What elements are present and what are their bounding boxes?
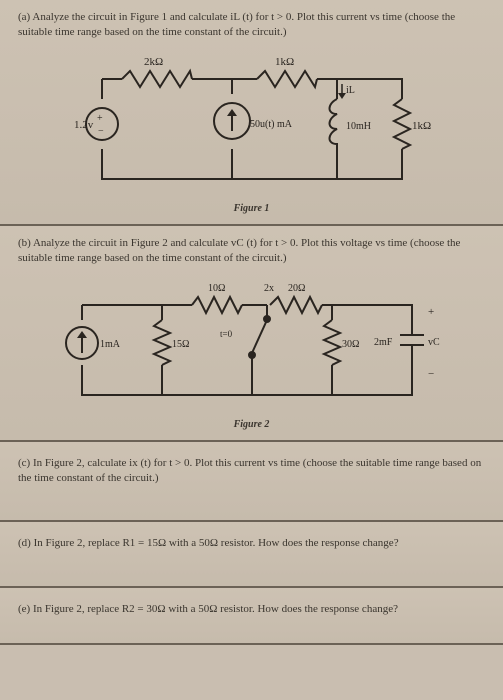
prompt-c-text: In Figure 2, calculate ix (t) for t > 0.… bbox=[18, 457, 481, 484]
prompt-a-text: Analyze the circuit in Figure 1 and calc… bbox=[18, 11, 455, 38]
fig1-inductor: 10mH bbox=[346, 121, 371, 132]
prompt-b-text: Analyze the circuit in Figure 2 and calc… bbox=[18, 237, 460, 264]
fig2-r2: 30Ω bbox=[342, 339, 359, 350]
fig1-r-right: 1kΩ bbox=[412, 120, 431, 132]
fig1-iL: iL bbox=[346, 85, 355, 96]
prompt-c: (c) In Figure 2, calculate ix (t) for t … bbox=[18, 456, 485, 487]
fig2-isource: 1mA bbox=[100, 339, 121, 350]
prompt-e: (e) In Figure 2, replace R2 = 30Ω with a… bbox=[18, 602, 485, 617]
prompt-a-id: (a) bbox=[18, 11, 30, 23]
fig2-r-top-right-prefix: 2x bbox=[264, 283, 274, 294]
prompt-e-text: In Figure 2, replace R2 = 30Ω with a 50Ω… bbox=[33, 603, 398, 615]
section-a: (a) Analyze the circuit in Figure 1 and … bbox=[0, 0, 503, 226]
figure-2-label: Figure 2 bbox=[18, 419, 485, 430]
fig2-r-top-left: 10Ω bbox=[208, 283, 225, 294]
fig2-r1: 15Ω bbox=[172, 339, 189, 350]
prompt-e-id: (e) bbox=[18, 603, 30, 615]
fig1-minus: − bbox=[98, 126, 104, 137]
section-c: (c) In Figure 2, calculate ix (t) for t … bbox=[0, 442, 503, 523]
fig2-vc: vC bbox=[428, 337, 440, 348]
prompt-b-id: (b) bbox=[18, 237, 31, 249]
fig2-cap: 2mF bbox=[374, 337, 393, 348]
fig2-r-top-right: 20Ω bbox=[288, 283, 305, 294]
prompt-d: (d) In Figure 2, replace R1 = 15Ω with a… bbox=[18, 536, 485, 551]
section-b: (b) Analyze the circuit in Figure 2 and … bbox=[0, 226, 503, 442]
fig1-plus: + bbox=[97, 113, 103, 124]
fig1-vsource: 1.2v bbox=[74, 119, 94, 131]
prompt-d-id: (d) bbox=[18, 537, 31, 549]
fig1-isource: 50u(t) mA bbox=[250, 119, 293, 130]
prompt-b: (b) Analyze the circuit in Figure 2 and … bbox=[18, 236, 485, 267]
section-d: (d) In Figure 2, replace R1 = 15Ω with a… bbox=[0, 522, 503, 587]
fig2-plus: + bbox=[428, 306, 434, 318]
prompt-a: (a) Analyze the circuit in Figure 1 and … bbox=[18, 10, 485, 41]
section-e: (e) In Figure 2, replace R2 = 30Ω with a… bbox=[0, 588, 503, 645]
fig2-minus: − bbox=[428, 368, 434, 380]
fig2-switch: t=0 bbox=[220, 329, 233, 339]
prompt-d-text: In Figure 2, replace R1 = 15Ω with a 50Ω… bbox=[34, 537, 399, 549]
prompt-c-id: (c) bbox=[18, 457, 30, 469]
figure-1-label: Figure 1 bbox=[18, 203, 485, 214]
fig1-r-top-right: 1kΩ bbox=[275, 56, 294, 68]
figure-1: 1.2v + − 2kΩ 1kΩ 50u(t) mA iL 10mH 1kΩ bbox=[62, 49, 442, 199]
figure-2: 1mA 15Ω 10Ω 2x 20Ω t=0 30Ω 2mF vC + − bbox=[52, 275, 452, 415]
fig1-r-top-left: 2kΩ bbox=[144, 56, 163, 68]
